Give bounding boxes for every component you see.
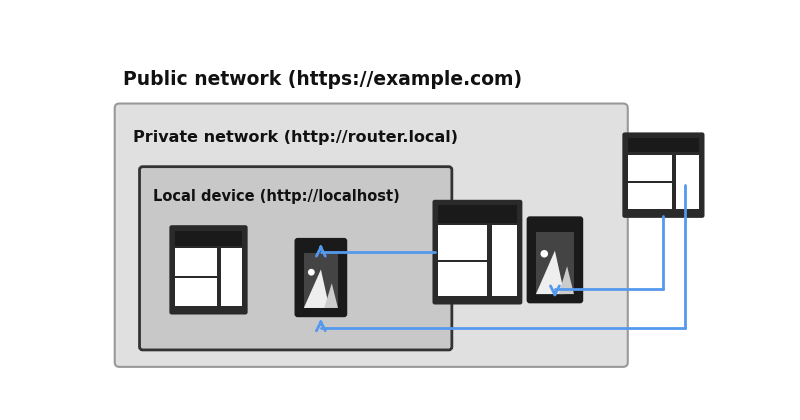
Bar [492,226,517,296]
Bar [221,248,242,306]
Bar [676,155,699,210]
Circle shape [308,269,314,276]
Polygon shape [324,283,338,308]
FancyBboxPatch shape [433,200,522,304]
Bar [536,232,574,294]
FancyBboxPatch shape [114,103,628,367]
FancyBboxPatch shape [139,167,452,350]
Bar [628,155,672,181]
Bar [304,253,338,308]
FancyBboxPatch shape [526,216,583,303]
Bar [438,205,517,223]
FancyBboxPatch shape [170,225,248,315]
Bar [174,231,242,246]
Text: Public network (https://example.com): Public network (https://example.com) [123,70,522,89]
Polygon shape [304,270,330,308]
Polygon shape [558,266,574,294]
Polygon shape [536,251,565,294]
FancyBboxPatch shape [622,132,705,218]
Bar [174,248,217,276]
Circle shape [541,250,548,257]
Text: Local device (http://localhost): Local device (http://localhost) [154,189,400,204]
FancyBboxPatch shape [294,238,347,317]
Bar [628,138,699,152]
Bar [438,226,487,260]
Bar [174,278,217,306]
Text: Private network (http://router.local): Private network (http://router.local) [134,130,458,145]
Bar [438,262,487,296]
Bar [628,183,672,210]
